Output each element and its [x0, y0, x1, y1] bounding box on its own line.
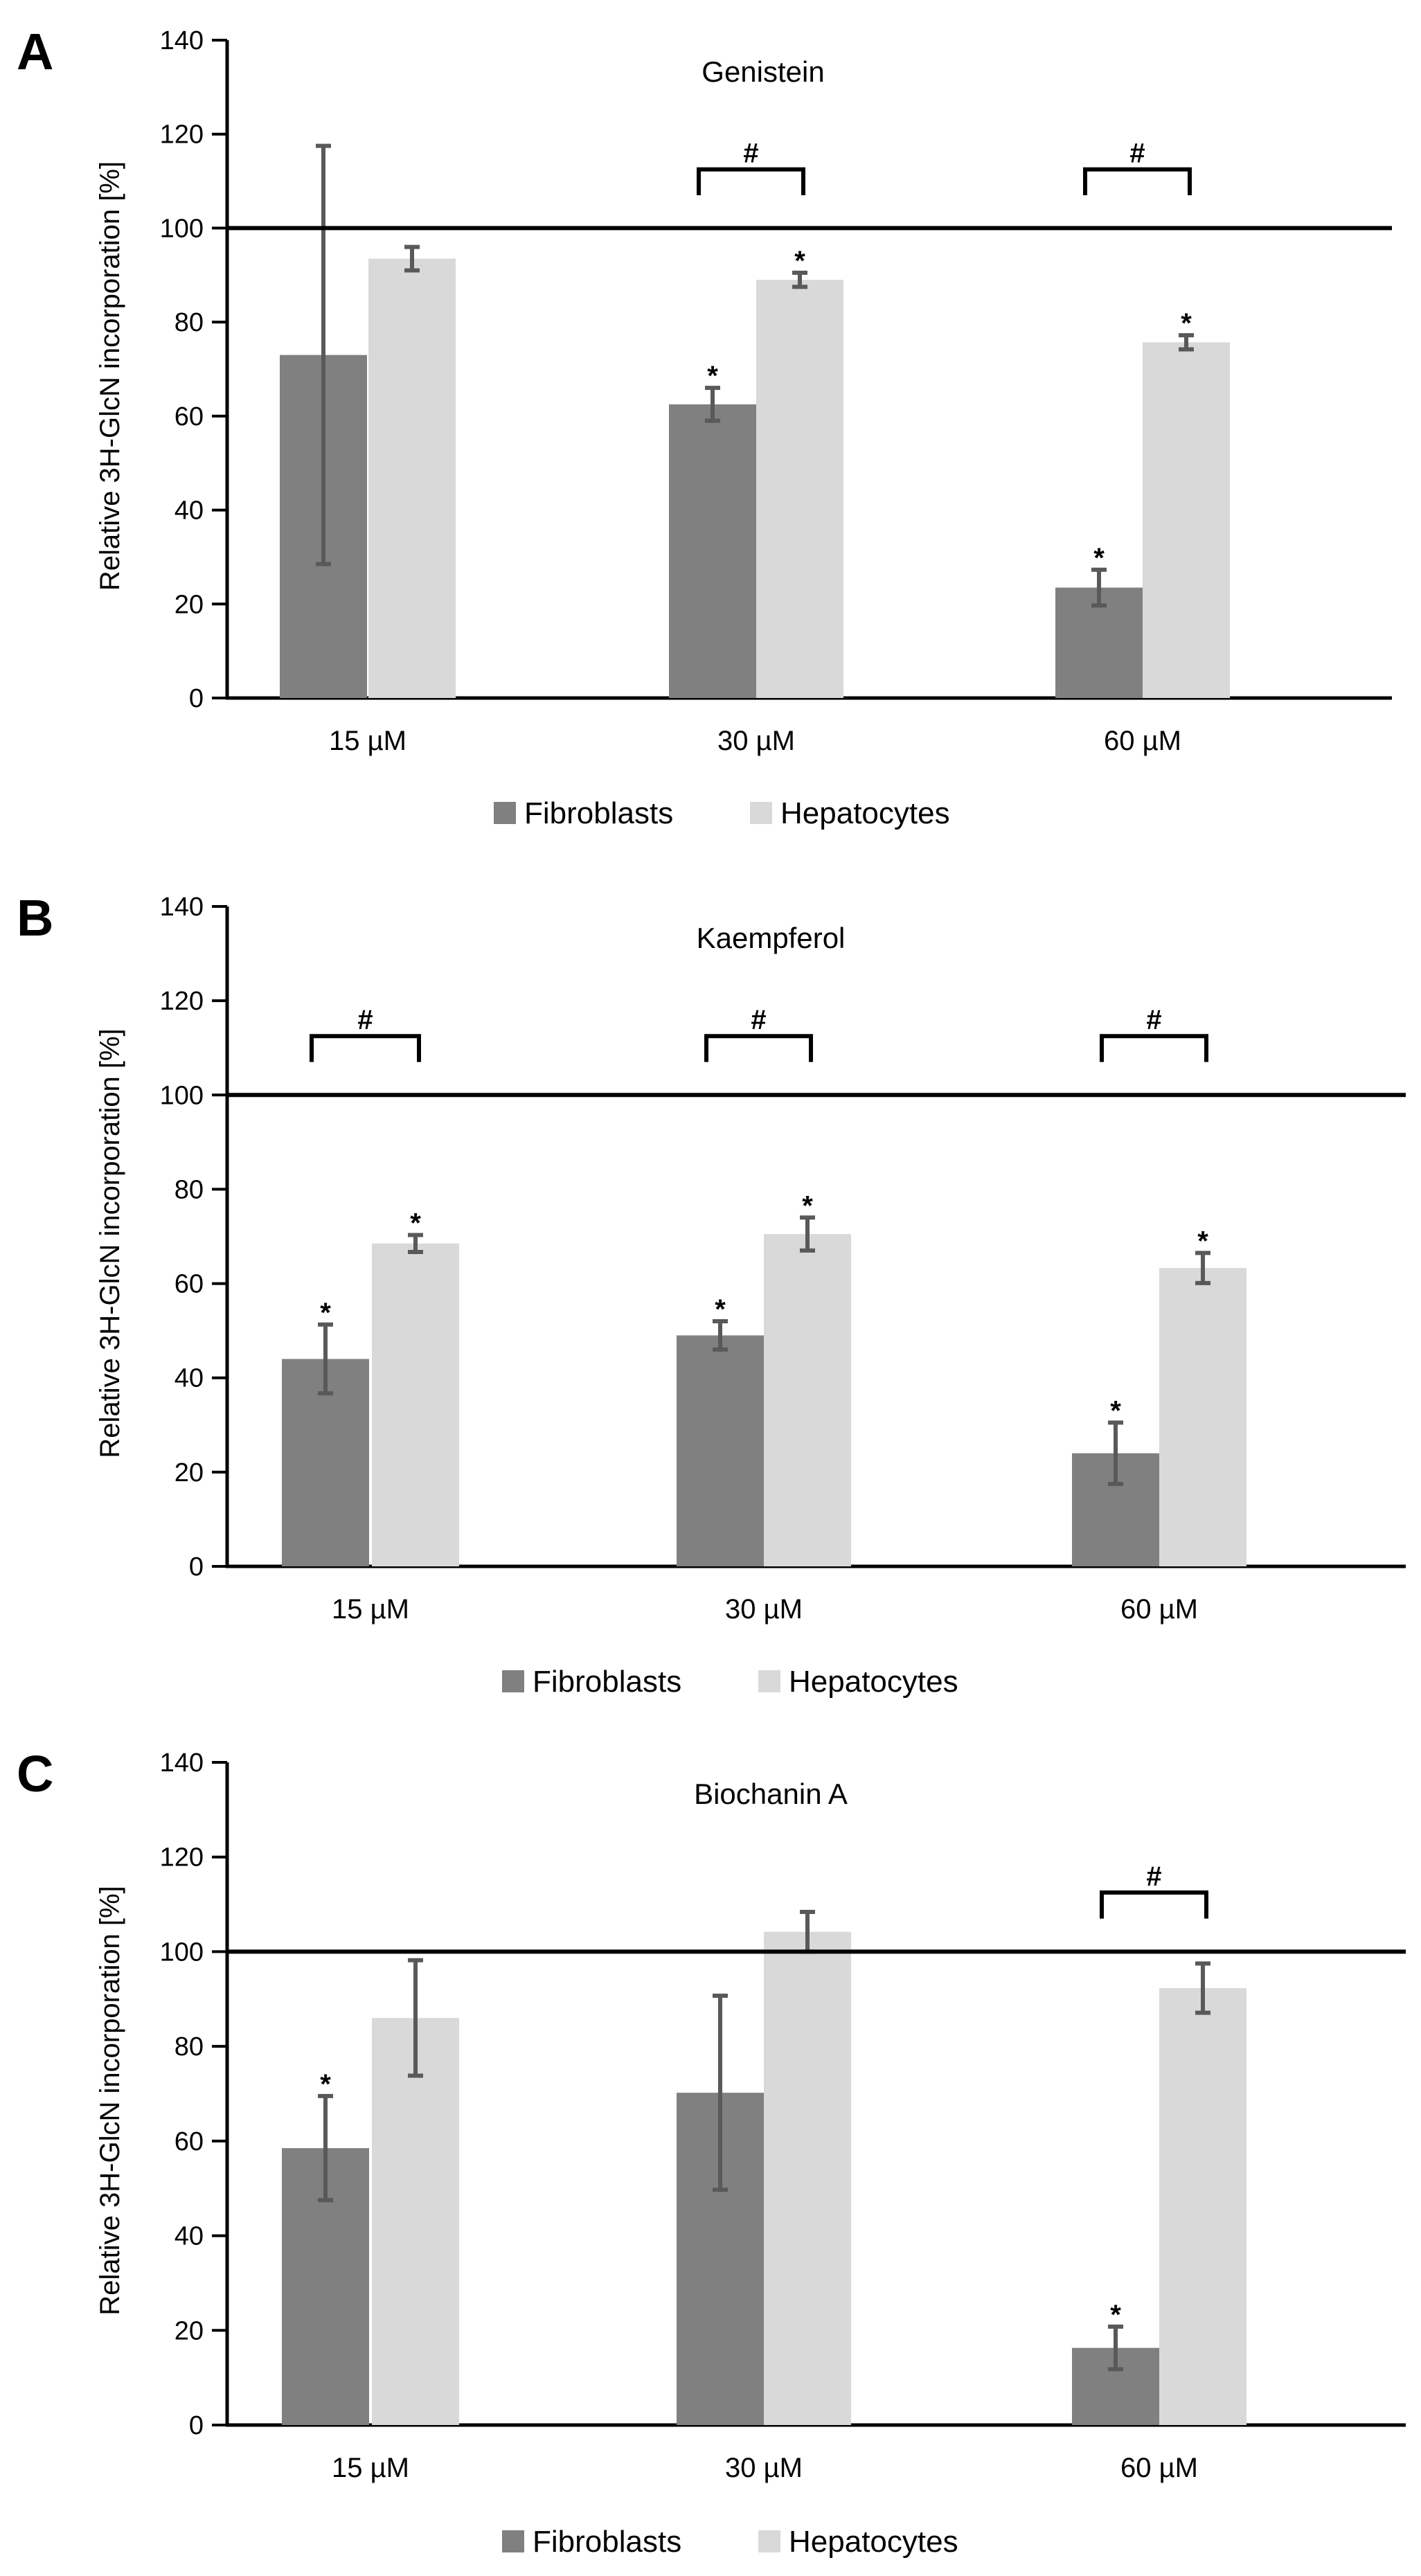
y-tick-label: 140 — [160, 26, 204, 55]
y-tick-label: 120 — [160, 1843, 204, 1872]
y-tick-label: 60 — [175, 402, 204, 431]
bracket-symbol: # — [743, 138, 758, 169]
panel-letter: A — [17, 23, 53, 80]
comparison-bracket — [697, 167, 805, 195]
x-tick-label: 15 µM — [332, 1594, 409, 1625]
chart-title: Kaempferol — [697, 922, 846, 954]
y-tick-label: 20 — [175, 590, 204, 619]
bar-hepatocytes — [368, 258, 456, 698]
comparison-bracket — [704, 1034, 813, 1062]
significance-star: * — [802, 1190, 813, 1221]
y-axis-title: Relative 3H-GlcN incorporation [%] — [95, 161, 125, 591]
bar-hepatocytes — [372, 1243, 459, 1566]
chart-title: Genistein — [701, 55, 824, 88]
significance-star: * — [1093, 543, 1105, 573]
comparison-bracket — [1100, 1034, 1208, 1062]
bar-hepatocytes — [1159, 1268, 1246, 1566]
x-tick-label: 60 µM — [1120, 1594, 1198, 1625]
comparison-bracket — [1083, 167, 1192, 195]
significance-star: * — [1197, 1226, 1208, 1256]
y-tick-label: 20 — [175, 1458, 204, 1487]
x-tick-label: 60 µM — [1104, 726, 1181, 756]
significance-star: * — [715, 1294, 726, 1325]
legend-swatch-hepatocytes — [750, 802, 772, 824]
significance-star: * — [320, 1298, 331, 1328]
bracket-symbol: # — [357, 1005, 373, 1035]
x-tick-label: 15 µM — [329, 726, 406, 756]
significance-star: * — [1110, 2300, 1121, 2330]
comparison-bracket — [310, 1034, 421, 1062]
x-tick-label: 30 µM — [717, 726, 795, 756]
bar-hepatocytes — [764, 1234, 851, 1566]
x-tick-label: 15 µM — [332, 2453, 409, 2483]
y-tick-label: 40 — [175, 1364, 204, 1393]
y-tick-label: 0 — [189, 2411, 204, 2440]
significance-star: * — [794, 246, 805, 276]
x-tick-label: 30 µM — [725, 2453, 803, 2483]
chart-panel-b: B 0 20 40 60 80 100 120 140 Relative 3H-GlcN inco… — [17, 889, 1406, 1699]
y-axis-title: Relative 3H-GlcN incorporation [%] — [95, 1028, 125, 1458]
legend-label: Hepatocytes — [789, 2525, 958, 2559]
y-tick-label: 100 — [160, 1081, 204, 1110]
bracket-symbol: # — [1129, 138, 1145, 169]
x-tick-label: 30 µM — [725, 1594, 803, 1625]
y-tick-label: 100 — [160, 1938, 204, 1967]
y-tick-label: 60 — [175, 2127, 204, 2156]
chart-panel-c: C 0 20 40 60 80 100 120 140 Relative 3H-GlcN inco… — [17, 1745, 1406, 2559]
legend-swatch-fibroblasts — [502, 2530, 524, 2552]
legend-label: Hepatocytes — [780, 796, 950, 830]
chart-title: Biochanin A — [694, 1778, 848, 1810]
bracket-symbol: # — [751, 1005, 766, 1035]
legend-swatch-hepatocytes — [758, 1670, 780, 1692]
legend-swatch-fibroblasts — [494, 802, 516, 824]
y-tick-label: 20 — [175, 2316, 204, 2345]
panel-letter: B — [17, 889, 53, 947]
bracket-symbol: # — [1146, 1861, 1161, 1892]
bar-hepatocytes — [764, 1931, 851, 2425]
y-tick-label: 0 — [189, 684, 204, 713]
legend-label: Fibroblasts — [533, 2525, 681, 2559]
y-tick-label: 40 — [175, 497, 204, 526]
y-tick-label: 60 — [175, 1270, 204, 1299]
significance-star: * — [1110, 1395, 1121, 1426]
significance-star: * — [410, 1208, 421, 1238]
legend-swatch-fibroblasts — [502, 1670, 524, 1692]
significance-star: * — [707, 361, 718, 391]
significance-star: * — [320, 2069, 331, 2100]
bar-hepatocytes — [756, 280, 843, 699]
y-tick-label: 0 — [189, 1553, 204, 1582]
chart-panel-a: A 0 20 40 60 80 100 120 140 Relative 3H-GlcN inco… — [17, 23, 1392, 830]
y-axis-title: Relative 3H-GlcN incorporation [%] — [95, 1886, 125, 2315]
y-tick-label: 100 — [160, 214, 204, 243]
bar-hepatocytes — [372, 2018, 459, 2425]
legend-label: Hepatocytes — [789, 1665, 958, 1699]
y-tick-label: 80 — [175, 2032, 204, 2061]
bracket-symbol: # — [1146, 1005, 1161, 1035]
panel-letter: C — [17, 1745, 53, 1803]
y-tick-label: 120 — [160, 120, 204, 150]
legend-label: Fibroblasts — [533, 1665, 681, 1699]
y-tick-label: 140 — [160, 1748, 204, 1778]
bar-fibroblasts — [669, 404, 756, 698]
bar-hepatocytes — [1143, 342, 1230, 699]
bar-fibroblasts — [677, 1335, 764, 1566]
y-tick-label: 40 — [175, 2222, 204, 2251]
legend-swatch-hepatocytes — [758, 2530, 780, 2552]
y-tick-label: 140 — [160, 893, 204, 922]
significance-star: * — [1181, 308, 1192, 339]
x-tick-label: 60 µM — [1120, 2453, 1198, 2483]
y-tick-label: 80 — [175, 1175, 204, 1204]
bar-hepatocytes — [1159, 1988, 1246, 2425]
y-tick-label: 80 — [175, 308, 204, 337]
comparison-bracket — [1100, 1890, 1208, 1919]
y-tick-label: 120 — [160, 987, 204, 1016]
legend-label: Fibroblasts — [524, 796, 673, 830]
